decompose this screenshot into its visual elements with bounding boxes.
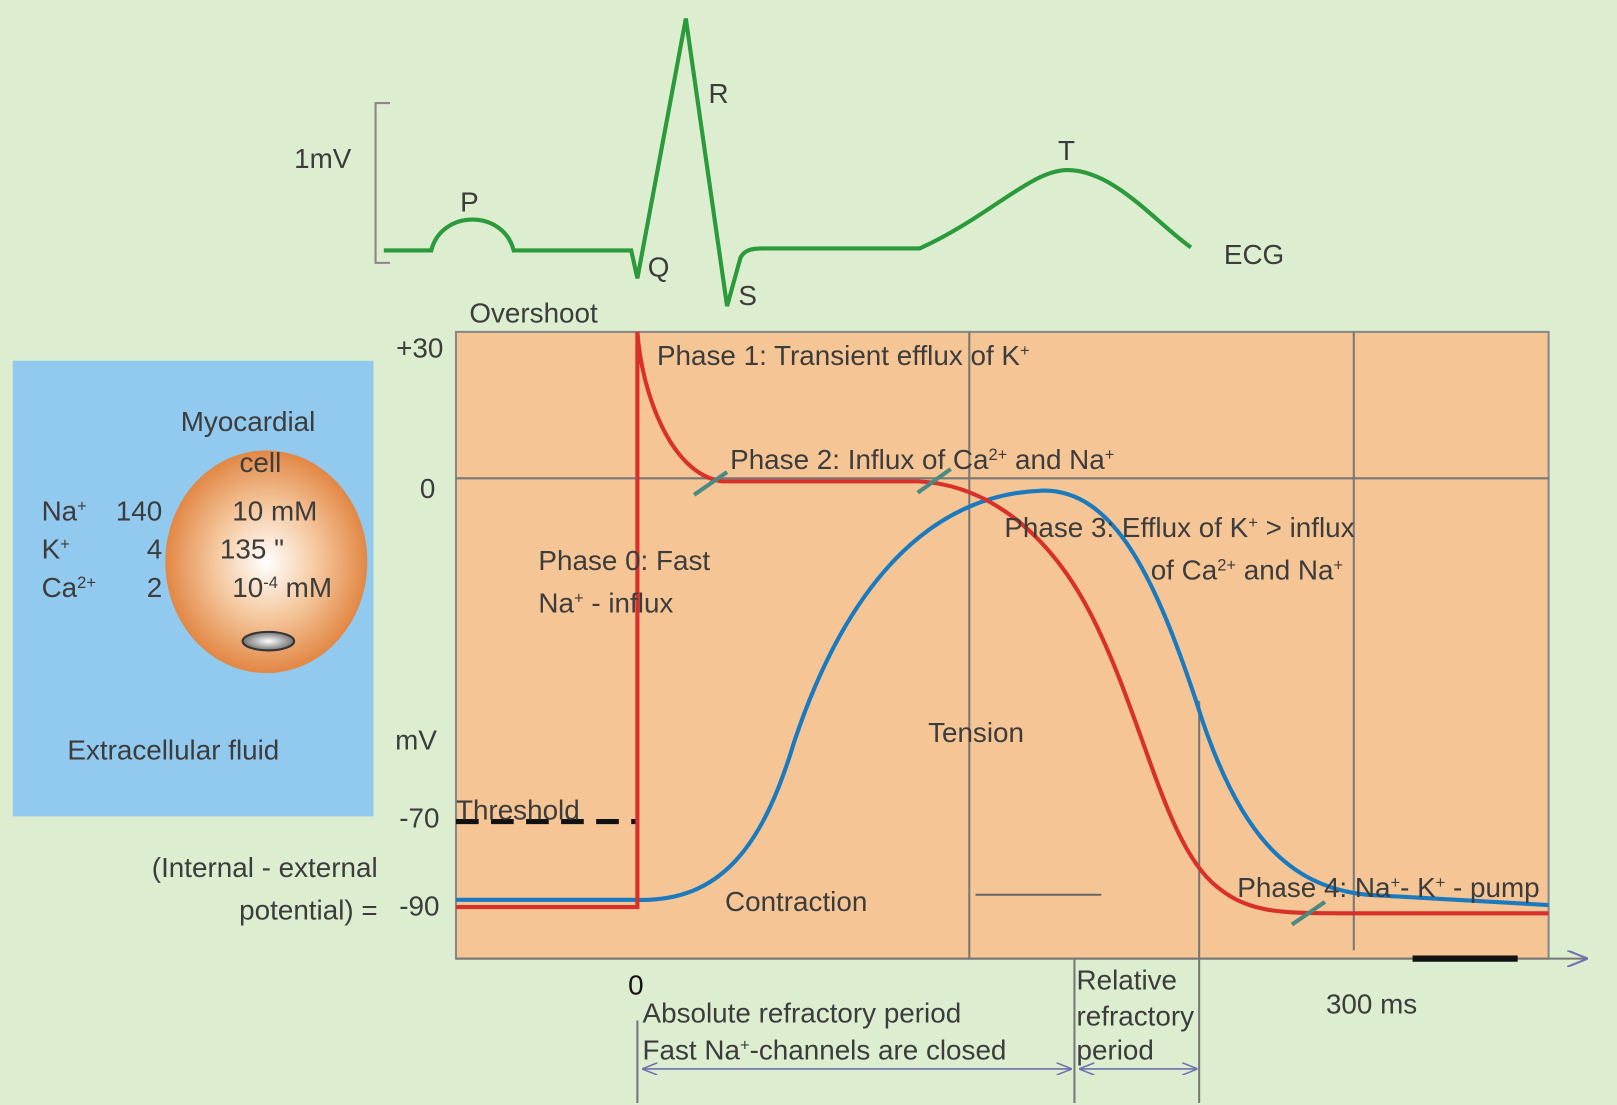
inside-conc: 10-4 mM: [232, 572, 332, 603]
text-part: Na: [538, 587, 574, 618]
ecg-q: Q: [648, 251, 670, 282]
text-part: -channels are closed: [750, 1035, 1007, 1066]
outside-conc: 140: [116, 496, 162, 527]
tension-label: Tension: [928, 717, 1024, 748]
text-part: and Na: [1236, 554, 1334, 585]
phase-label: Phase 4: Na+- K+ - pump: [1237, 872, 1539, 903]
relative-label: period: [1077, 1035, 1154, 1066]
diagram: 1mV P R T Q S ECG Myocardial cell Extrac…: [0, 0, 1617, 1105]
overshoot-label: Overshoot: [469, 298, 598, 329]
contraction-label: Contraction: [725, 886, 867, 917]
phase-label: Phase 2: Influx of Ca2+ and Na+: [730, 444, 1114, 475]
text-part: Phase 1: Transient efflux of K: [657, 340, 1020, 371]
text-part: Phase 4: Na: [1237, 872, 1391, 903]
potential-label: (Internal - external: [152, 852, 378, 883]
text-part: Ca: [42, 572, 78, 603]
time-zero: 0: [628, 970, 643, 1001]
absolute-label: Absolute refractory period: [643, 998, 962, 1029]
text-part: 10: [232, 572, 263, 603]
phase-label: of Ca2+ and Na+: [1151, 554, 1343, 585]
y-label: 0: [420, 473, 435, 504]
inside-conc: 135 ": [220, 534, 284, 565]
phase-label: Na+ - influx: [538, 587, 673, 618]
superscript: +: [740, 1037, 750, 1055]
ecg-p: P: [460, 186, 479, 217]
outside-conc: 2: [147, 572, 162, 603]
text-part: > influx: [1258, 512, 1355, 543]
text-part: - K: [1400, 872, 1436, 903]
superscript: -4: [263, 574, 278, 592]
page: {"ecg": {"scale": "1mV", "p": "P", "q": …: [0, 0, 1617, 1105]
cell-title: cell: [240, 447, 282, 478]
superscript: +: [1020, 342, 1030, 360]
cell-title: Myocardial: [181, 406, 316, 437]
superscript: 2+: [77, 574, 96, 592]
potential-label: potential) =: [239, 894, 377, 925]
superscript: +: [1334, 556, 1344, 574]
unit-label: mV: [395, 724, 437, 755]
time-scale-label: 300 ms: [1326, 988, 1417, 1019]
plot-area: [456, 332, 1549, 959]
phase-label: Phase 0: Fast: [538, 545, 710, 576]
y-label: +30: [396, 333, 443, 364]
superscript: +: [1436, 874, 1446, 892]
relative-label: Relative: [1077, 965, 1178, 996]
superscript: 2+: [1217, 556, 1236, 574]
text-part: 135 ": [220, 534, 284, 565]
inside-conc: 10 mM: [232, 496, 317, 527]
superscript: +: [1105, 446, 1115, 464]
phase-label: Phase 3: Efflux of K+ > influx: [1004, 512, 1354, 543]
ecg-t: T: [1058, 135, 1075, 166]
phase-label: Phase 1: Transient efflux of K+: [657, 340, 1030, 371]
ecg-r: R: [709, 78, 729, 109]
text-part: of Ca: [1151, 554, 1218, 585]
nucleus: [243, 632, 295, 651]
text-part: 10 mM: [232, 496, 317, 527]
superscript: +: [1390, 874, 1400, 892]
text-part: K: [42, 534, 61, 565]
ecg-label: ECG: [1224, 239, 1284, 270]
text-part: mM: [278, 572, 332, 603]
text-part: Phase 0: Fast: [538, 545, 710, 576]
text-part: Fast Na: [643, 1035, 741, 1066]
text-part: Na: [42, 496, 78, 527]
ecg-scale: 1mV: [294, 143, 352, 174]
superscript: +: [574, 589, 584, 607]
y-label: -70: [399, 803, 439, 834]
text-part: Absolute refractory period: [643, 998, 962, 1029]
superscript: +: [77, 498, 87, 516]
superscript: +: [60, 536, 70, 554]
ecg-s: S: [738, 280, 757, 311]
text-part: - influx: [584, 587, 674, 618]
y-label: -90: [399, 890, 439, 921]
threshold-label: Threshold: [456, 794, 580, 825]
text-part: Phase 2: Influx of Ca: [730, 444, 989, 475]
superscript: 2+: [989, 446, 1008, 464]
superscript: +: [1248, 514, 1258, 532]
text-part: Phase 3: Efflux of K: [1004, 512, 1248, 543]
absolute-label: Fast Na+-channels are closed: [643, 1035, 1007, 1066]
relative-label: refractory: [1077, 1001, 1195, 1032]
outside-conc: 4: [147, 534, 162, 565]
text-part: and Na: [1007, 444, 1105, 475]
text-part: - pump: [1445, 872, 1539, 903]
fluid-label: Extracellular fluid: [67, 735, 279, 766]
